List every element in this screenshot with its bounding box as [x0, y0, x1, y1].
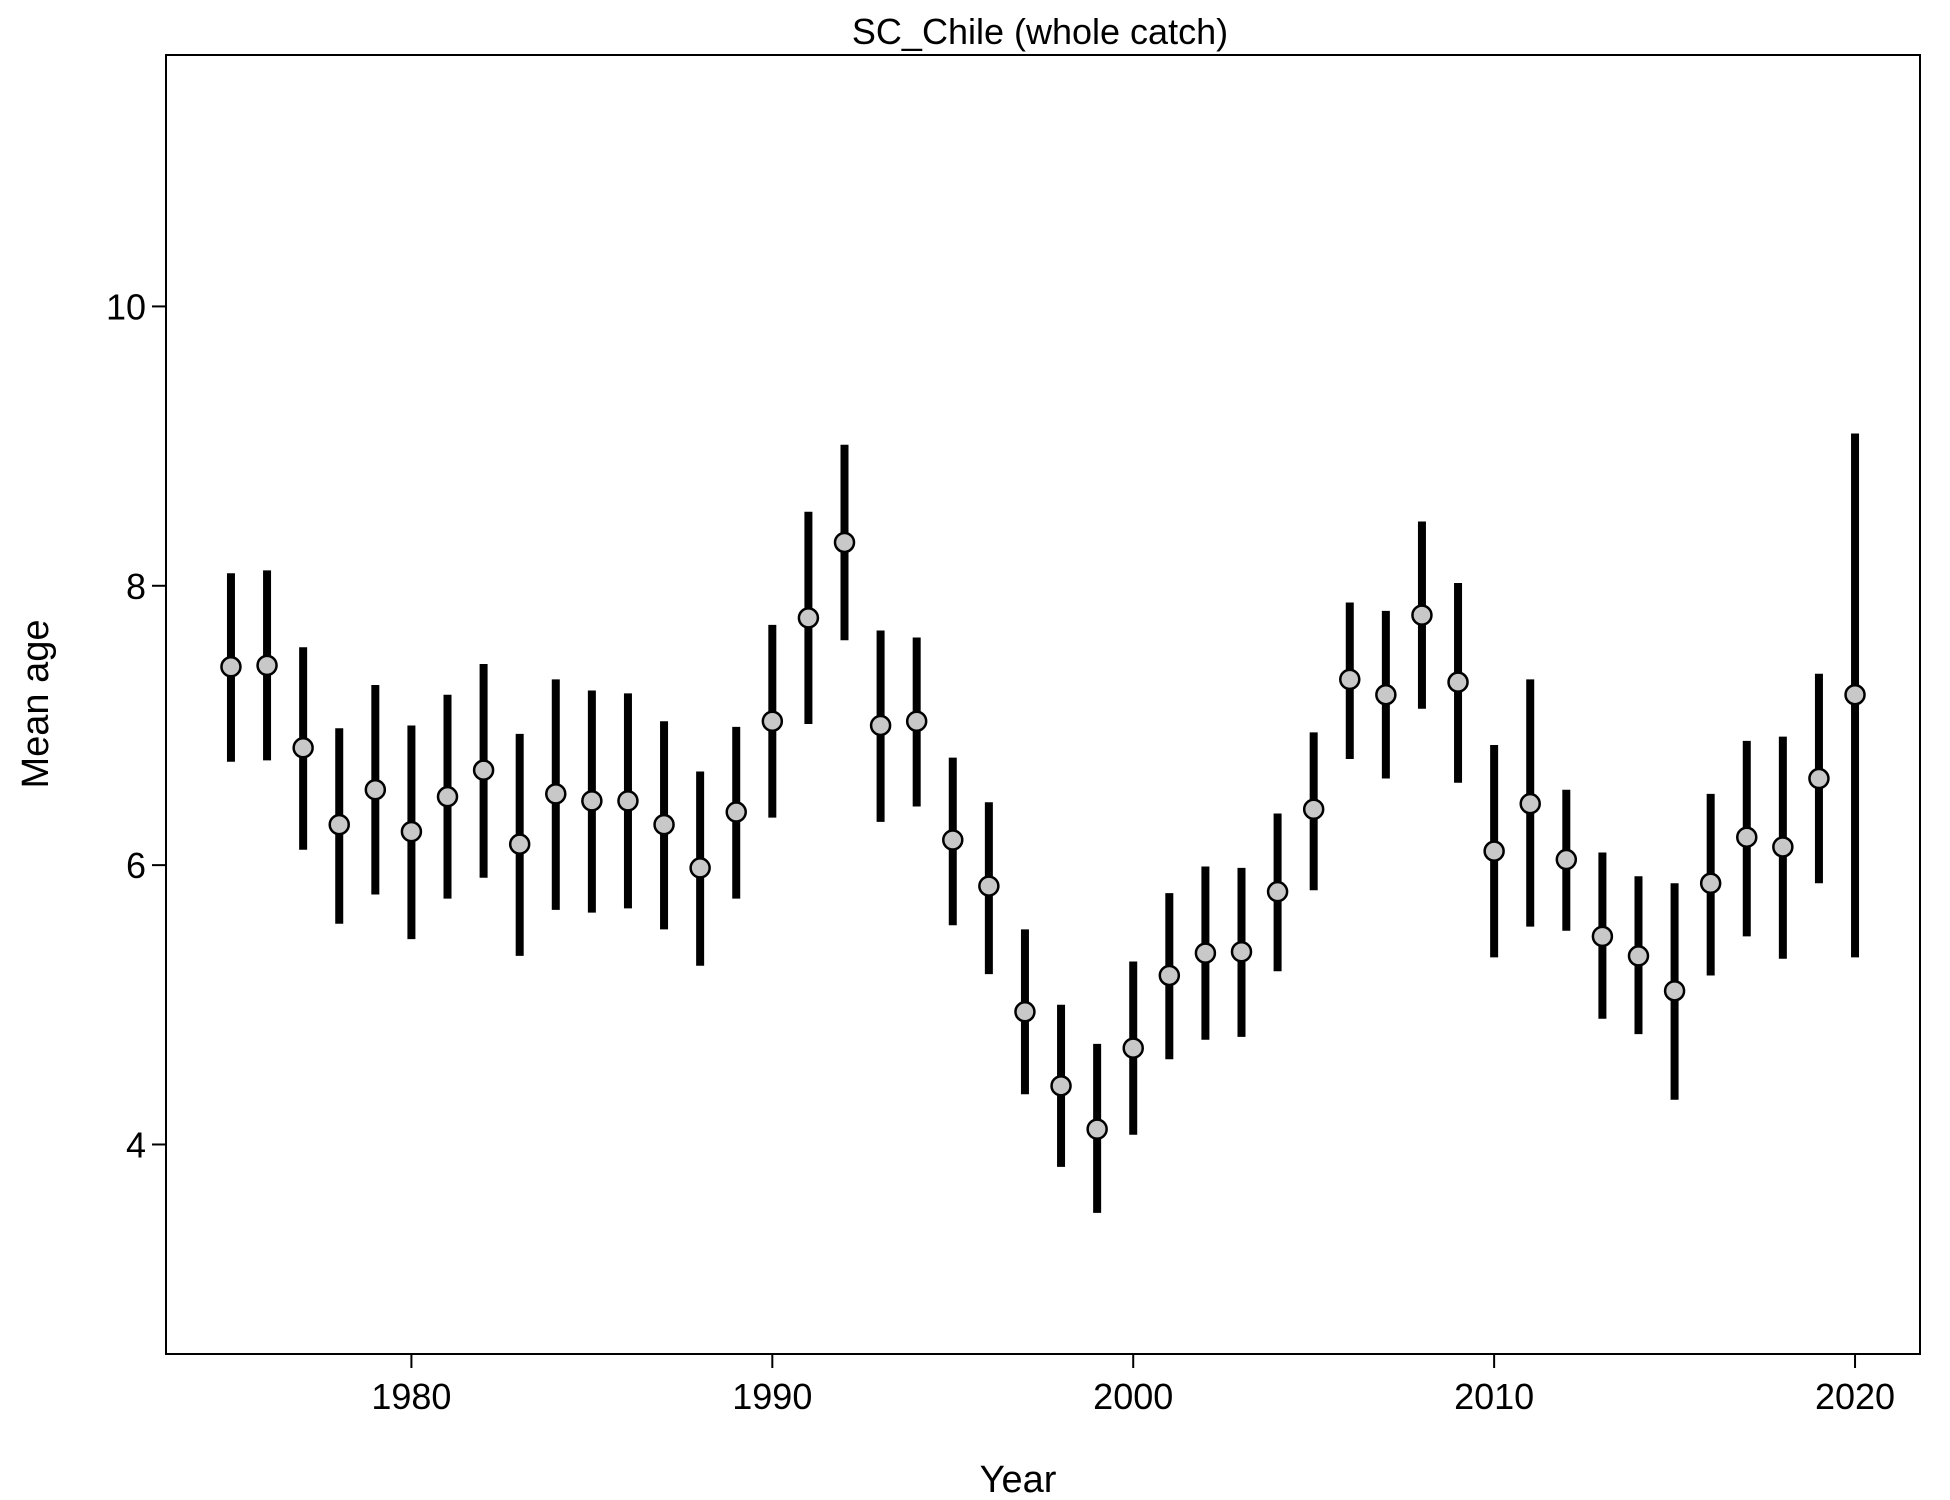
data-point	[1483, 840, 1505, 862]
data-point	[1086, 1118, 1108, 1140]
data-point	[256, 654, 278, 677]
data-point	[797, 607, 820, 629]
data-point	[905, 710, 928, 733]
data-point	[1663, 980, 1686, 1002]
data-point	[1411, 604, 1433, 626]
y-tick-label: 8	[126, 566, 146, 607]
data-point	[1627, 945, 1650, 967]
data-point	[545, 783, 567, 805]
data-point	[364, 778, 387, 801]
x-tick-label: 1990	[732, 1376, 812, 1417]
data-point	[1447, 671, 1469, 693]
data-point	[1699, 872, 1722, 895]
data-point	[1844, 683, 1866, 706]
x-tick-label: 2010	[1454, 1376, 1534, 1417]
data-point	[1230, 940, 1253, 963]
data-point	[1158, 964, 1181, 987]
y-axis-label: Mean age	[15, 619, 57, 788]
data-point	[833, 531, 856, 554]
data-point	[653, 813, 675, 836]
x-tick-label: 2020	[1815, 1376, 1895, 1417]
data-point	[1808, 767, 1830, 790]
data-point	[1772, 836, 1794, 858]
data-point	[1339, 668, 1361, 691]
data-point	[1375, 683, 1397, 706]
x-axis: 1980 1990 2000 2010 2020	[371, 1354, 1895, 1417]
data-point	[617, 790, 639, 812]
y-tick-label: 6	[126, 845, 146, 886]
chart-title: SC_Chile (whole catch)	[852, 11, 1228, 52]
data-point	[1519, 792, 1541, 815]
data-point	[725, 801, 747, 823]
data-points	[220, 531, 1866, 1140]
data-point	[220, 656, 242, 678]
data-point	[472, 759, 495, 781]
data-point	[1194, 942, 1217, 964]
data-point	[1555, 848, 1578, 871]
data-point	[581, 790, 603, 812]
data-point	[942, 829, 964, 851]
plot-frame	[165, 54, 1921, 1355]
data-point	[1736, 826, 1758, 848]
y-tick-label: 4	[126, 1124, 146, 1165]
x-tick-label: 2000	[1093, 1376, 1173, 1417]
x-tick-label: 1980	[371, 1376, 451, 1417]
data-point	[400, 820, 423, 843]
data-point	[1591, 925, 1614, 948]
data-point	[1122, 1037, 1144, 1059]
data-point	[1050, 1075, 1072, 1097]
data-point	[1302, 798, 1325, 821]
data-point	[328, 813, 350, 836]
data-point	[1266, 880, 1289, 903]
data-point	[761, 710, 784, 733]
data-point	[1014, 1001, 1036, 1023]
y-tick-label: 10	[106, 286, 146, 327]
data-point	[508, 833, 531, 855]
data-point	[869, 714, 892, 737]
error-bars	[226, 433, 1860, 1213]
x-axis-label: Year	[980, 1459, 1057, 1500]
data-point	[436, 785, 459, 808]
data-point	[978, 875, 1000, 897]
data-point	[689, 857, 711, 879]
data-point	[292, 737, 314, 759]
y-axis: 4 6 8 10	[106, 286, 166, 1165]
